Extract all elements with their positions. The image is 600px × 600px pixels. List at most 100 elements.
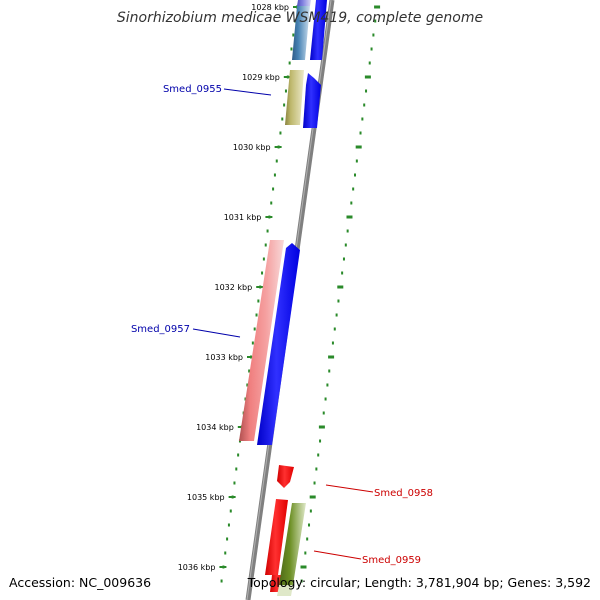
callout-line-smed-0957 — [192, 328, 241, 338]
kbp-tick: 1031 kbp — [224, 213, 273, 222]
major-tick — [337, 285, 344, 289]
kbp-tick: 1030 kbp — [233, 143, 282, 152]
feature-band-olive — [279, 503, 306, 585]
minor-tick — [246, 383, 249, 387]
minor-tick — [324, 397, 327, 401]
minor-tick — [319, 439, 322, 443]
callout-line-smed-0955 — [223, 88, 272, 96]
kbp-tick-label: 1031 kbp — [224, 213, 262, 222]
minor-tick — [284, 89, 287, 93]
feature-band-khaki — [285, 70, 304, 125]
minor-tick — [272, 187, 275, 191]
minor-tick — [264, 243, 267, 247]
minor-tick — [354, 173, 357, 177]
topology-text: Topology: circular; Length: 3,781,904 bp… — [247, 575, 591, 590]
minor-tick — [370, 47, 373, 51]
minor-tick — [251, 341, 254, 345]
gene-arrow-forward — [257, 243, 300, 445]
minor-tick — [261, 271, 264, 275]
gene-arrow-reverse — [265, 499, 288, 575]
gene-label-smed-0957: Smed_0957 — [131, 324, 190, 335]
minor-tick — [331, 341, 334, 345]
callout-line-smed-0959 — [313, 550, 362, 560]
kbp-tick: 1036 kbp — [178, 563, 227, 572]
callout-line-smed-0958 — [325, 484, 374, 493]
minor-tick — [262, 257, 265, 261]
gene-arrow-reverse — [277, 465, 294, 488]
minor-tick — [273, 173, 276, 177]
minor-tick — [227, 523, 230, 527]
minor-tick — [333, 327, 336, 331]
minor-tick — [341, 271, 344, 275]
major-tick — [364, 75, 371, 79]
minor-tick — [253, 327, 256, 331]
gene-label-smed-0955: Smed_0955 — [163, 84, 222, 95]
minor-tick — [220, 579, 223, 583]
minor-tick — [368, 61, 371, 65]
kbp-tick-label: 1032 kbp — [215, 283, 253, 292]
kbp-tick: 1029 kbp — [242, 73, 291, 82]
minor-tick — [300, 579, 303, 583]
kbp-tick-label: 1028 kbp — [251, 3, 289, 12]
minor-tick — [270, 201, 273, 205]
minor-tick — [352, 187, 355, 191]
minor-tick — [344, 243, 347, 247]
minor-tick — [233, 481, 236, 485]
minor-tick — [365, 89, 368, 93]
gene-arrow-forward — [303, 73, 321, 128]
gene-label-smed-0959: Smed_0959 — [362, 555, 421, 566]
minor-tick — [229, 509, 232, 513]
minor-tick — [335, 313, 338, 317]
minor-tick — [288, 61, 291, 65]
minor-tick — [350, 201, 353, 205]
minor-tick — [257, 299, 260, 303]
kbp-tick: 1034 kbp — [196, 423, 245, 432]
kbp-tick-label: 1036 kbp — [178, 563, 216, 572]
kbp-tick-label: 1034 kbp — [196, 423, 234, 432]
gene-features — [239, 0, 327, 596]
minor-tick — [306, 537, 309, 541]
outer-tick-track — [300, 5, 381, 583]
minor-tick — [279, 131, 282, 135]
minor-tick — [363, 103, 366, 107]
minor-tick — [326, 383, 329, 387]
minor-tick — [281, 117, 284, 121]
major-tick — [318, 425, 325, 429]
major-tick — [374, 5, 381, 9]
minor-tick — [308, 523, 311, 527]
minor-tick — [309, 509, 312, 513]
feature-band-pale — [277, 585, 293, 596]
minor-tick — [255, 313, 258, 317]
minor-tick — [315, 467, 318, 471]
feature-band-purple — [297, 0, 311, 6]
minor-tick — [313, 481, 316, 485]
kbp-tick-label: 1033 kbp — [205, 353, 243, 362]
major-tick — [346, 215, 353, 219]
minor-tick — [275, 159, 278, 163]
minor-tick — [374, 19, 377, 23]
feature-band-steel — [292, 6, 310, 60]
minor-tick — [248, 369, 251, 373]
minor-tick — [342, 257, 345, 261]
minor-tick — [237, 453, 240, 457]
gene-arrow-forward — [310, 0, 327, 60]
map-title: Sinorhizobium medicae WSM419, complete g… — [117, 10, 483, 26]
minor-tick — [355, 159, 358, 163]
minor-tick — [304, 551, 307, 555]
kbp-tick-label: 1029 kbp — [242, 73, 280, 82]
gene-label-smed-0958: Smed_0958 — [374, 488, 433, 499]
kbp-tick-label: 1030 kbp — [233, 143, 271, 152]
accession-text: Accession: NC_009636 — [9, 575, 151, 590]
kbp-tick: 1032 kbp — [215, 283, 264, 292]
kbp-tick: 1033 kbp — [205, 353, 255, 362]
gene-callouts — [192, 88, 374, 560]
minor-tick — [337, 299, 340, 303]
feature-band-pink — [239, 240, 284, 441]
minor-tick — [328, 369, 331, 373]
minor-tick — [283, 103, 286, 107]
minor-tick — [359, 131, 362, 135]
minor-tick — [372, 33, 375, 37]
minor-tick — [226, 537, 229, 541]
major-tick — [328, 355, 335, 359]
major-tick — [309, 495, 316, 499]
